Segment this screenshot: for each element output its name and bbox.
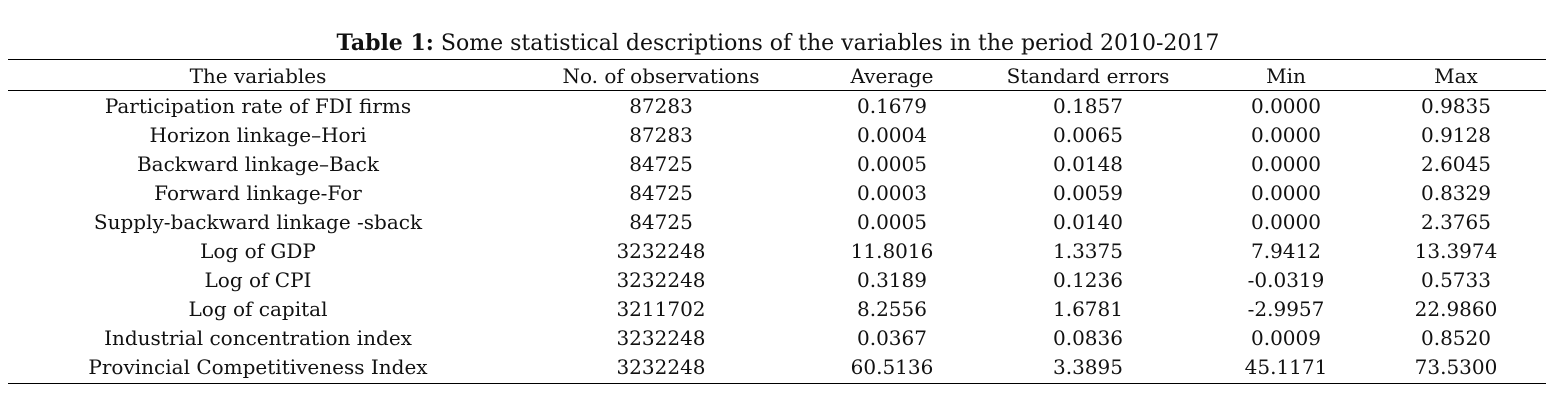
cell-variable: Forward linkage-For	[154, 181, 362, 205]
cell-min: 7.9412	[1251, 239, 1321, 263]
cell-average: 0.0005	[857, 152, 927, 176]
cell-max: 0.8329	[1421, 181, 1491, 205]
cell-average: 60.5136	[850, 355, 934, 379]
cell-min: 0.0000	[1251, 181, 1321, 205]
cell-average: 8.2556	[857, 297, 927, 321]
cell-max: 0.8520	[1421, 326, 1491, 350]
cell-average: 0.0367	[857, 326, 927, 350]
cell-average: 0.0005	[857, 210, 927, 234]
cell-observations: 84725	[629, 210, 693, 234]
cell-max: 2.6045	[1421, 152, 1491, 176]
cell-standard-error: 0.0059	[1053, 181, 1123, 205]
table-caption: Table 1: Some statistical descriptions o…	[0, 28, 1556, 59]
cell-observations: 3232248	[616, 239, 706, 263]
caption-text: Some statistical descriptions of the var…	[440, 31, 1220, 56]
cell-average: 11.8016	[850, 239, 934, 263]
cell-variable: Industrial concentration index	[104, 326, 412, 350]
cell-variable: Participation rate of FDI firms	[104, 94, 412, 118]
cell-variable: Supply-backward linkage -sback	[93, 210, 423, 234]
cell-variable: Log of GDP	[200, 239, 316, 263]
cell-average: 0.1679	[857, 94, 927, 118]
cell-standard-error: 0.0148	[1053, 152, 1123, 176]
header-observations: No. of observations	[562, 64, 760, 88]
table-row: Log of CPI 3232248 0.3189 0.1236 -0.0319…	[8, 266, 1546, 295]
cell-standard-error: 1.3375	[1053, 239, 1123, 263]
cell-observations: 87283	[629, 123, 693, 147]
cell-standard-error: 0.0065	[1053, 123, 1123, 147]
cell-average: 0.3189	[857, 268, 927, 292]
cell-max: 73.5300	[1414, 355, 1498, 379]
cell-variable: Log of capital	[188, 297, 328, 321]
table-row: Backward linkage–Back 84725 0.0005 0.014…	[8, 150, 1546, 179]
cell-observations: 3232248	[616, 326, 706, 350]
cell-max: 0.5733	[1421, 268, 1491, 292]
cell-max: 13.3974	[1414, 239, 1498, 263]
cell-max: 22.9860	[1414, 297, 1498, 321]
cell-min: 0.0000	[1251, 123, 1321, 147]
cell-max: 2.3765	[1421, 210, 1491, 234]
table-row: Supply-backward linkage -sback 84725 0.0…	[8, 208, 1546, 237]
cell-observations: 3211702	[616, 297, 706, 321]
cell-average: 0.0004	[857, 123, 927, 147]
statistics-table: The variables No. of observations Averag…	[8, 61, 1546, 382]
table-row: Forward linkage-For 84725 0.0003 0.0059 …	[8, 179, 1546, 208]
cell-observations: 3232248	[616, 355, 706, 379]
header-min: Min	[1266, 64, 1306, 88]
cell-min: -0.0319	[1247, 268, 1325, 292]
cell-observations: 3232248	[616, 268, 706, 292]
cell-max: 0.9835	[1421, 94, 1491, 118]
table-row: Log of capital 3211702 8.2556 1.6781 -2.…	[8, 295, 1546, 324]
table-header-rule	[8, 90, 1546, 91]
header-row: The variables No. of observations Averag…	[8, 61, 1546, 91]
table-row: Industrial concentration index 3232248 0…	[8, 324, 1546, 353]
header-standard-errors: Standard errors	[1006, 64, 1170, 88]
cell-max: 0.9128	[1421, 123, 1491, 147]
cell-observations: 87283	[629, 94, 693, 118]
cell-min: 0.0000	[1251, 94, 1321, 118]
cell-variable: Provincial Competitiveness Index	[88, 355, 428, 379]
cell-variable: Horizon linkage–Hori	[149, 123, 367, 147]
cell-standard-error: 0.1857	[1053, 94, 1123, 118]
cell-min: 0.0000	[1251, 152, 1321, 176]
header-max: Max	[1434, 64, 1478, 88]
cell-min: 0.0000	[1251, 210, 1321, 234]
cell-min: -2.9957	[1247, 297, 1325, 321]
cell-standard-error: 3.3895	[1053, 355, 1123, 379]
cell-min: 0.0009	[1251, 326, 1321, 350]
cell-standard-error: 0.0140	[1053, 210, 1123, 234]
cell-average: 0.0003	[857, 181, 927, 205]
cell-variable: Log of CPI	[204, 268, 312, 292]
header-average: Average	[850, 64, 934, 88]
cell-observations: 84725	[629, 181, 693, 205]
table-top-rule	[8, 59, 1546, 60]
table-row: Log of GDP 3232248 11.8016 1.3375 7.9412…	[8, 237, 1546, 266]
cell-standard-error: 0.0836	[1053, 326, 1123, 350]
cell-standard-error: 1.6781	[1053, 297, 1123, 321]
caption-label: Table 1:	[336, 30, 434, 56]
table-row: Horizon linkage–Hori 87283 0.0004 0.0065…	[8, 121, 1546, 150]
header-variables: The variables	[189, 64, 327, 88]
cell-observations: 84725	[629, 152, 693, 176]
table-bottom-rule	[8, 383, 1546, 384]
cell-variable: Backward linkage–Back	[136, 152, 379, 176]
table-row: Provincial Competitiveness Index 3232248…	[8, 353, 1546, 382]
cell-standard-error: 0.1236	[1053, 268, 1123, 292]
cell-min: 45.1171	[1244, 355, 1328, 379]
table-row: Participation rate of FDI firms 87283 0.…	[8, 91, 1546, 121]
